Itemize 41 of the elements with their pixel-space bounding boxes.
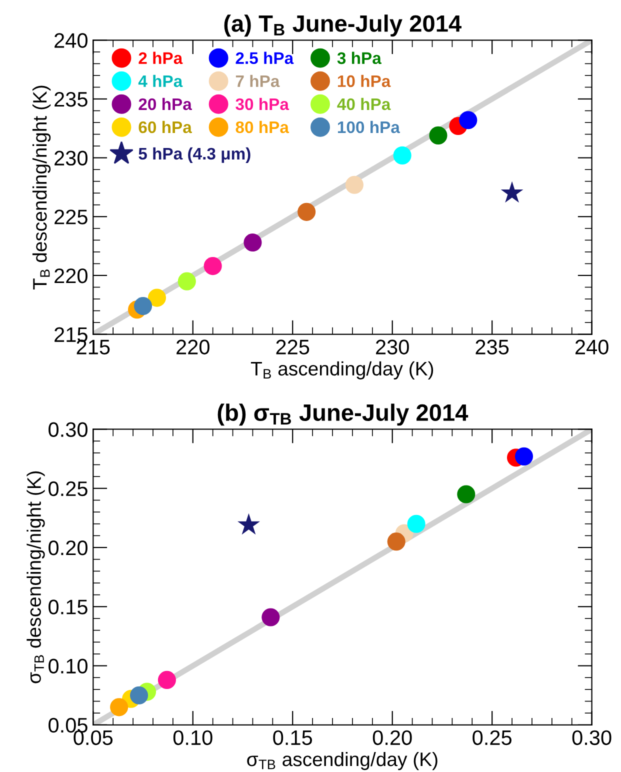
y-axis-title: T$_{B}$ descending/night (K) — [32, 86, 51, 290]
y-axis-title: σ$_{TB}$ descending/night (K) — [26, 471, 45, 684]
x-tick-label: 230 — [376, 340, 409, 354]
legend-label: 10 hPa — [338, 74, 391, 88]
legend-label: 2 hPa — [138, 52, 183, 64]
chart-title: (a) T$_{B}$ June-July 2014 — [224, 14, 462, 37]
legend-label: 5 hPa (4.3 μm) — [138, 147, 250, 163]
x-axis-title: σ$_{TB}$ ascending/day (K) — [247, 752, 438, 770]
legend-label: 60 hPa — [138, 120, 192, 134]
y-tick-label: 0.10 — [48, 658, 88, 674]
legend-label: 100 hPa — [338, 120, 400, 134]
legend-label: 20 hPa — [138, 98, 192, 110]
x-tick-label: 0.20 — [372, 730, 412, 746]
y-tick-label: 220 — [54, 268, 88, 284]
legend-label: 80 hPa — [236, 120, 290, 134]
legend-label: 40 hPa — [337, 98, 391, 110]
x-tick-label: 215 — [76, 340, 110, 354]
y-tick-label: 0.25 — [48, 481, 88, 496]
x-tick-label: 0.10 — [173, 730, 212, 746]
x-tick-label: 0.30 — [572, 730, 612, 746]
legend-label: 3 hPa — [337, 52, 382, 64]
y-tick-label: 0.15 — [48, 600, 88, 614]
x-tick-label: 240 — [575, 340, 608, 354]
y-tick-label: 240 — [54, 33, 88, 48]
legend-label: 2.5 hPa — [236, 52, 294, 64]
x-tick-label: 0.25 — [472, 730, 512, 746]
y-tick-label: 0.20 — [48, 540, 88, 556]
y-tick-label: 235 — [54, 92, 88, 107]
x-tick-label: 225 — [276, 340, 310, 354]
x-tick-label: 220 — [176, 340, 210, 354]
y-tick-label: 225 — [54, 210, 88, 224]
legend-label: 30 hPa — [236, 98, 290, 110]
x-tick-label: 0.15 — [273, 730, 312, 746]
legend-label: 7 hPa — [236, 74, 280, 88]
y-tick-label: 230 — [54, 150, 88, 166]
chart-title: (b) σ$_{TB}$ June-July 2014 — [218, 404, 468, 426]
x-axis-title: T$_{B}$ ascending/day (K) — [250, 361, 434, 380]
legend-label: 4 hPa — [138, 74, 183, 88]
y-tick-label: 215 — [54, 327, 88, 342]
x-tick-label: 235 — [476, 340, 509, 354]
y-tick-label: 0.30 — [48, 422, 88, 437]
